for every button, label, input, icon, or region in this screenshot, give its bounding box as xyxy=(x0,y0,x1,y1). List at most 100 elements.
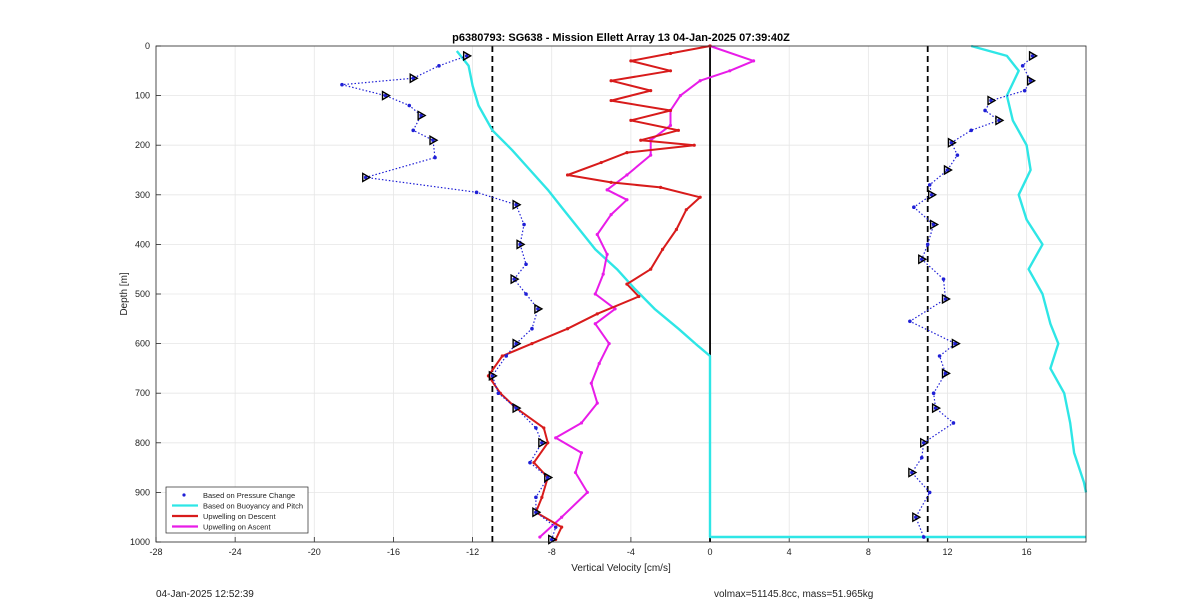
x-tick-label: 12 xyxy=(942,547,952,557)
pressure-descent-point xyxy=(534,495,538,500)
upwelling-ascent-point xyxy=(585,490,589,494)
pressure-ascent-point xyxy=(941,277,946,281)
upwelling-ascent-point xyxy=(589,381,593,385)
series-buoyancy-ascent-line xyxy=(970,44,1088,493)
upwelling-descent-point xyxy=(609,180,613,184)
pressure-ascent-marker xyxy=(931,402,942,414)
pressure-ascent-marker xyxy=(918,254,928,265)
y-tick-label: 600 xyxy=(135,339,150,349)
pressure-descent-point xyxy=(419,113,423,118)
pressure-descent-point xyxy=(411,128,416,133)
pressure-descent-point xyxy=(383,93,388,98)
pressure-descent-marker xyxy=(417,110,427,121)
pressure-descent-point xyxy=(407,103,412,108)
upwelling-descent-point xyxy=(565,173,570,177)
pressure-descent-marker xyxy=(538,437,548,449)
upwelling-descent-point xyxy=(609,98,613,103)
upwelling-ascent-point xyxy=(573,470,578,475)
pressure-descent-marker xyxy=(429,135,439,146)
pressure-descent-point xyxy=(496,391,501,396)
upwelling-descent-point xyxy=(639,138,643,142)
pressure-ascent-point xyxy=(908,319,912,324)
pressure-descent-point xyxy=(514,202,518,207)
pressure-descent-point xyxy=(518,242,522,247)
pressure-descent-point xyxy=(553,525,558,529)
upwelling-descent-point xyxy=(530,342,534,346)
pressure-ascent-marker xyxy=(943,164,953,176)
pressure-descent-marker xyxy=(488,370,498,382)
pressure-ascent-point xyxy=(945,168,950,172)
series-pressure-ascent-trace xyxy=(908,55,1034,538)
x-tick-label: 16 xyxy=(1022,547,1032,557)
x-tick-label: -12 xyxy=(466,547,479,557)
pressure-descent-point xyxy=(512,277,516,281)
pressure-descent-point xyxy=(490,374,495,378)
pressure-ascent-marker xyxy=(927,189,938,201)
pressure-descent-point xyxy=(540,441,544,445)
upwelling-descent-point xyxy=(542,426,546,430)
pressure-ascent-point xyxy=(943,297,948,301)
upwelling-descent-point xyxy=(692,143,696,147)
upwelling-ascent-point xyxy=(579,451,584,455)
pressure-ascent-point xyxy=(927,183,932,187)
y-tick-label: 100 xyxy=(135,91,150,101)
legend-label: Based on Buoyancy and Pitch xyxy=(203,502,303,511)
pressure-ascent-marker xyxy=(1026,75,1037,86)
chart-title: p6380793: SG638 - Mission Ellett Array 1… xyxy=(452,32,790,44)
pressure-ascent-point xyxy=(943,371,948,376)
pressure-descent-point xyxy=(340,82,344,87)
upwelling-descent-point xyxy=(565,327,570,331)
upwelling-descent-point xyxy=(668,108,673,113)
y-tick-label: 700 xyxy=(135,388,150,398)
pressure-descent-marker xyxy=(462,50,473,62)
pressure-ascent-point xyxy=(1028,78,1033,83)
pressure-descent-point xyxy=(464,54,469,58)
pressure-ascent-point xyxy=(912,205,916,209)
legend: Based on Pressure Change Based on Buoyanc… xyxy=(165,486,309,534)
pressure-ascent-point xyxy=(955,153,960,157)
upwelling-ascent-point xyxy=(538,535,542,539)
upwelling-ascent-point xyxy=(625,173,629,177)
pressure-ascent-marker xyxy=(908,467,918,478)
pressure-descent-marker xyxy=(548,534,558,545)
upwelling-descent-point xyxy=(674,227,679,232)
pressure-ascent-marker xyxy=(995,115,1005,126)
upwelling-descent-point xyxy=(668,51,673,56)
legend-swatch-dot xyxy=(182,493,186,497)
upwelling-descent-point xyxy=(637,294,641,299)
upwelling-ascent-point xyxy=(728,69,732,73)
pressure-descent-marker xyxy=(362,172,372,183)
upwelling-ascent-point xyxy=(597,361,601,366)
pressure-ascent-marker xyxy=(987,95,997,106)
upwelling-ascent-point xyxy=(593,292,597,296)
x-tick-label: -16 xyxy=(387,547,400,557)
y-tick-label: 500 xyxy=(135,289,150,299)
upwelling-descent-point xyxy=(668,69,673,73)
y-tick-label: 900 xyxy=(135,487,150,497)
upwelling-descent-point xyxy=(546,441,550,445)
pressure-ascent-point xyxy=(951,421,956,425)
upwelling-ascent-point xyxy=(595,401,599,405)
pressure-descent-point xyxy=(504,354,509,358)
pressure-descent-point xyxy=(522,222,526,227)
pressure-ascent-point xyxy=(937,354,942,358)
pressure-descent-point xyxy=(524,292,528,296)
x-tick-labels: -28 -24 -20 -16 -12 -8 -4 0 4 8 12 16 xyxy=(149,547,1031,557)
pressure-ascent-point xyxy=(921,535,926,539)
pressure-ascent-marker xyxy=(947,137,957,148)
pressure-descent-marker xyxy=(512,338,522,349)
pressure-ascent-point xyxy=(921,441,926,445)
upwelling-descent-point xyxy=(595,312,599,316)
pressure-descent-point xyxy=(474,190,479,195)
pressure-ascent-point xyxy=(949,140,954,145)
pressure-descent-marker xyxy=(510,273,520,285)
upwelling-descent-point xyxy=(676,128,680,132)
upwelling-ascent-point xyxy=(625,198,629,202)
pressure-descent-point xyxy=(411,76,416,81)
pressure-ascent-point xyxy=(919,257,924,262)
pressure-descent-point xyxy=(545,475,550,480)
pressure-descent-marker xyxy=(544,472,554,483)
upwelling-ascent-point xyxy=(560,515,564,519)
x-tick-label: -4 xyxy=(627,547,635,557)
pressure-descent-point xyxy=(524,262,528,267)
